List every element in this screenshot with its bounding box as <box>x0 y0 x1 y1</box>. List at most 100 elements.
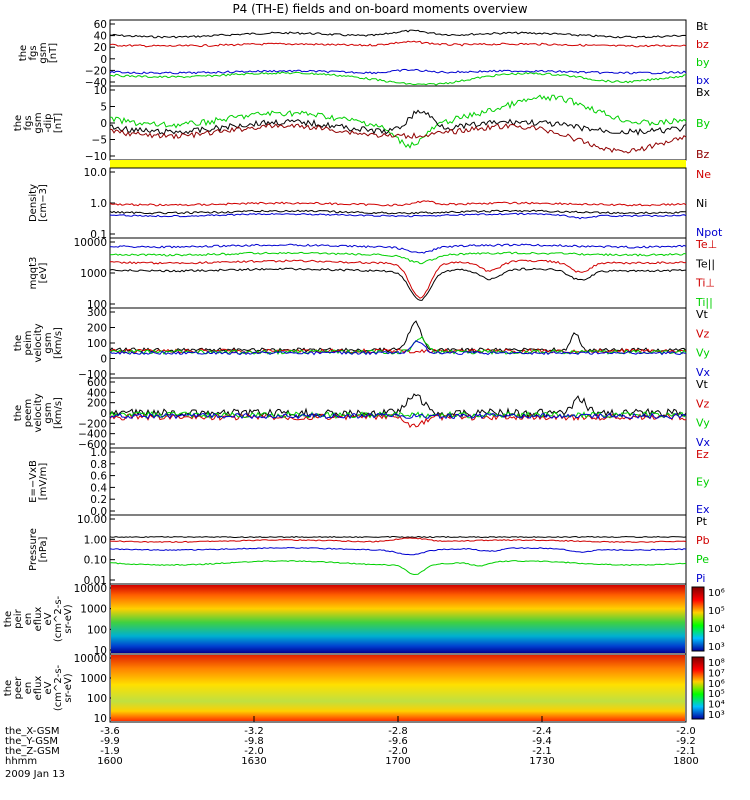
panel-frame <box>109 447 687 516</box>
y-tick-label: 100 <box>87 693 107 705</box>
y-axis-label-line: fgs <box>28 45 39 60</box>
y-tick-label: 0.0 <box>90 506 107 518</box>
legend-Pi: Pi <box>696 572 705 585</box>
y-tick-label: 0 <box>100 354 107 366</box>
y-axis-label-line: [mV/m] <box>38 463 49 501</box>
y-axis-label-line: sr-eV) <box>63 673 74 702</box>
y-axis-label-line: fgs <box>23 115 34 130</box>
y-tick-label: 100 <box>87 624 107 636</box>
legend-Vx: Vx <box>696 366 711 379</box>
colorbar-label: 10⁵ <box>708 689 725 700</box>
y-axis-label-line: gsm <box>43 332 54 353</box>
y-tick-label: 400 <box>87 387 107 399</box>
legend-Te⊥: Te⊥ <box>695 238 717 251</box>
legend-bz: bz <box>696 38 709 51</box>
y-tick-label: 60 <box>94 19 107 31</box>
colorbar-label: 10⁸ <box>708 658 725 669</box>
yellow-flag-bar <box>110 160 686 168</box>
y-tick-label: 1.0 <box>90 447 107 459</box>
y-axis-label-line: eV <box>43 612 54 625</box>
trace-te-par <box>109 267 687 301</box>
y-axis-label-line: -dip <box>43 113 54 132</box>
x-row-value: 1730 <box>529 756 554 767</box>
legend-Bt: Bt <box>696 20 709 33</box>
y-axis-label: mqqt3 [eV] <box>28 257 49 290</box>
y-axis-label-line: (cm^2-s- <box>53 595 64 642</box>
x-row-value: -9.9 <box>100 736 120 747</box>
colorbar <box>691 656 705 720</box>
colorbar-label: 10³ <box>708 710 725 721</box>
y-tick-label: 0 <box>100 118 107 130</box>
x-row-value: -2.1 <box>532 746 552 757</box>
y-tick-label: 300 <box>87 307 107 319</box>
x-row-value: 1800 <box>673 756 698 767</box>
x-row-value: 1630 <box>241 756 266 767</box>
x-row-value: -2.0 <box>676 726 696 737</box>
legend-Vy: Vy <box>696 347 710 360</box>
legend-Bx: Bx <box>696 86 711 99</box>
y-tick-label: 10000 <box>74 237 107 249</box>
y-axis-label-line: gsm <box>33 112 44 133</box>
x-row-value: -2.0 <box>388 746 408 757</box>
legend-Ey: Ey <box>696 476 710 489</box>
legend-Vz: Vz <box>696 397 710 410</box>
spectrogram-image <box>111 585 685 653</box>
y-axis-label: the peim velocity gsm [km/s] <box>13 323 64 362</box>
y-axis-label: the fgs gsm [nT] <box>18 42 59 63</box>
trace-bx <box>109 68 687 75</box>
colorbar-label: 10⁶ <box>708 588 725 599</box>
x-row-value: -9.6 <box>388 736 408 747</box>
spectrogram-image <box>111 655 685 721</box>
y-axis-label-line: velocity <box>33 323 44 362</box>
y-tick-label: 0 <box>100 408 107 420</box>
y-axis-label-line: peir <box>13 608 24 628</box>
trace-vt-i <box>109 320 687 353</box>
legend-bx: bx <box>696 74 710 87</box>
x-row-label: the_Z-GSM <box>5 746 60 757</box>
y-axis-label-line: [km/s] <box>53 327 64 359</box>
y-axis-label-line: [eV] <box>38 263 49 284</box>
y-tick-label: 10 <box>94 645 107 657</box>
y-axis-label-line: the <box>18 45 29 61</box>
y-axis-label: E=−VxB [mV/m] <box>28 460 49 503</box>
y-tick-label: 0 <box>100 54 107 66</box>
y-tick-label: −100 <box>78 369 107 381</box>
y-axis-label-line: (cm^2-s- <box>53 664 64 711</box>
x-row-value: -2.8 <box>388 726 408 737</box>
date-label: 2009 Jan 13 <box>5 769 65 780</box>
trace-te-perp2 <box>109 259 687 299</box>
colorbar-label: 10⁴ <box>708 700 725 711</box>
colorbar-label: 10⁴ <box>708 624 725 635</box>
x-axis-block: the_X-GSM -3.6 -3.2 -2.8 -2.4 -2.0 the_Y-GSM -9… <box>5 716 699 780</box>
legend-Ez: Ez <box>696 448 709 461</box>
y-axis-label: the peer en eflux eV (cm^2-s-sr-eV) <box>3 664 74 711</box>
x-row-value: -2.0 <box>244 746 264 757</box>
legend-Ni: Ni <box>696 197 707 210</box>
y-tick-label: 10000 <box>74 653 107 665</box>
trace-pi <box>109 546 687 556</box>
y-axis-label-line: gsm <box>43 402 54 423</box>
y-tick-label: 0.8 <box>90 459 107 471</box>
legend-Pe: Pe <box>696 553 709 566</box>
y-tick-label: 1000 <box>80 268 107 280</box>
legend-Ex: Ex <box>696 503 710 516</box>
y-axis-label-line: [nT] <box>48 43 59 63</box>
trace-vx-i <box>109 340 687 356</box>
trace-pt <box>109 535 687 539</box>
legend-Vy: Vy <box>696 417 710 430</box>
y-axis-label-line: en <box>23 613 34 626</box>
trace-vx-e <box>109 412 687 420</box>
y-axis-label-line: peer <box>13 676 24 700</box>
y-axis-label-line: the <box>3 680 14 696</box>
y-axis-label-line: the <box>13 335 24 351</box>
x-row-value: -9.8 <box>244 736 264 747</box>
y-tick-label: 0.4 <box>90 482 107 494</box>
y-tick-label: 10.00 <box>77 514 107 526</box>
y-axis-label-line: the <box>13 115 24 131</box>
y-tick-label: 0.10 <box>84 555 107 567</box>
trace-vy-e <box>109 410 687 420</box>
trace-pe <box>109 560 687 576</box>
trace-vt-e <box>109 393 687 419</box>
y-tick-label: −200 <box>78 418 107 430</box>
